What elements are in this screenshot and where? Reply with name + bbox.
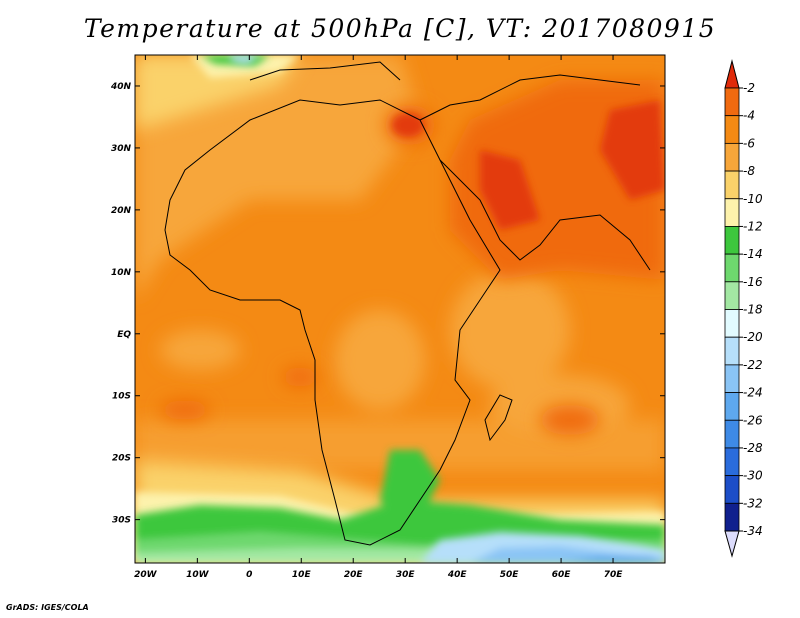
colorbar-top-arrow — [724, 59, 740, 89]
colorbar-label: -26 — [743, 413, 763, 427]
y-tick-label: 20S — [112, 454, 131, 464]
colorbar-swatch — [724, 309, 740, 338]
credit-text: GrADS: IGES/COLA — [6, 603, 89, 612]
colorbar-swatch — [724, 253, 740, 283]
colorbar-label: -4 — [743, 109, 755, 123]
colorbar-label: -2 — [743, 81, 755, 95]
y-tick-label: 30N — [111, 144, 132, 154]
chart-title: Temperature at 500hPa [C], VT: 201708091… — [83, 14, 717, 43]
colorbar-swatch — [724, 226, 740, 255]
x-tick-label: 10W — [186, 570, 210, 580]
colorbar: -2 -4 -6 -8 -10 -12 -14 -16 -18 -20 -22 -24 -26 -28 -3… — [724, 59, 763, 558]
colorbar-swatch — [724, 142, 740, 172]
y-tick-label: EQ — [117, 330, 131, 340]
x-tick-label: 70E — [604, 570, 624, 580]
colorbar-label: -32 — [743, 496, 763, 510]
colorbar-label: -34 — [743, 524, 763, 538]
colorbar-swatch — [724, 87, 740, 117]
colorbar-label: -8 — [743, 164, 755, 178]
y-tick-label: 20N — [111, 206, 132, 216]
x-tick-label: 20W — [134, 570, 158, 580]
colorbar-swatch — [724, 419, 740, 449]
x-tick-label: 0 — [246, 570, 252, 580]
y-tick-label: 10N — [111, 268, 132, 278]
colorbar-label: -16 — [743, 275, 763, 289]
y-axis: 40N 30N 20N 10N EQ 10S 20S 30S — [110, 82, 665, 526]
map-frame — [134, 54, 666, 564]
colorbar-swatch — [724, 392, 740, 421]
colorbar-label: -22 — [743, 358, 763, 372]
colorbar-label: -30 — [743, 469, 763, 483]
x-tick-label: 10E — [292, 570, 312, 580]
colorbar-swatch — [724, 502, 740, 532]
colorbar-swatch — [724, 447, 740, 477]
y-tick-label: 10S — [112, 392, 131, 402]
y-tick-label: 40N — [110, 82, 132, 92]
colorbar-label: -24 — [743, 386, 763, 400]
x-tick-label: 20E — [344, 570, 364, 580]
x-tick-label: 30E — [396, 570, 416, 580]
colorbar-swatch — [724, 281, 740, 310]
colorbar-label: -28 — [743, 441, 763, 455]
coastlines — [164, 61, 651, 546]
temperature-field — [135, 55, 665, 563]
colorbar-bottom-arrow — [724, 530, 740, 558]
colorbar-label: -18 — [743, 303, 763, 317]
colorbar-swatch — [724, 170, 740, 200]
colorbar-swatch — [724, 336, 740, 366]
x-tick-label: 40E — [447, 570, 468, 580]
colorbar-swatch — [724, 364, 740, 393]
colorbar-swatch — [724, 475, 740, 504]
colorbar-label: -20 — [743, 330, 763, 344]
colorbar-label: -10 — [743, 192, 763, 206]
colorbar-label: -6 — [743, 136, 755, 150]
colorbar-label: -12 — [743, 219, 763, 233]
colorbar-swatch — [724, 115, 740, 144]
x-tick-label: 60E — [552, 570, 572, 580]
x-axis: 20W 10W 0 10E 20E 30E 40E 50E 60E 70E — [134, 55, 623, 580]
y-tick-label: 30S — [112, 516, 131, 526]
colorbar-swatch — [724, 198, 740, 227]
x-tick-label: 50E — [500, 570, 520, 580]
colorbar-label: -14 — [743, 247, 763, 261]
